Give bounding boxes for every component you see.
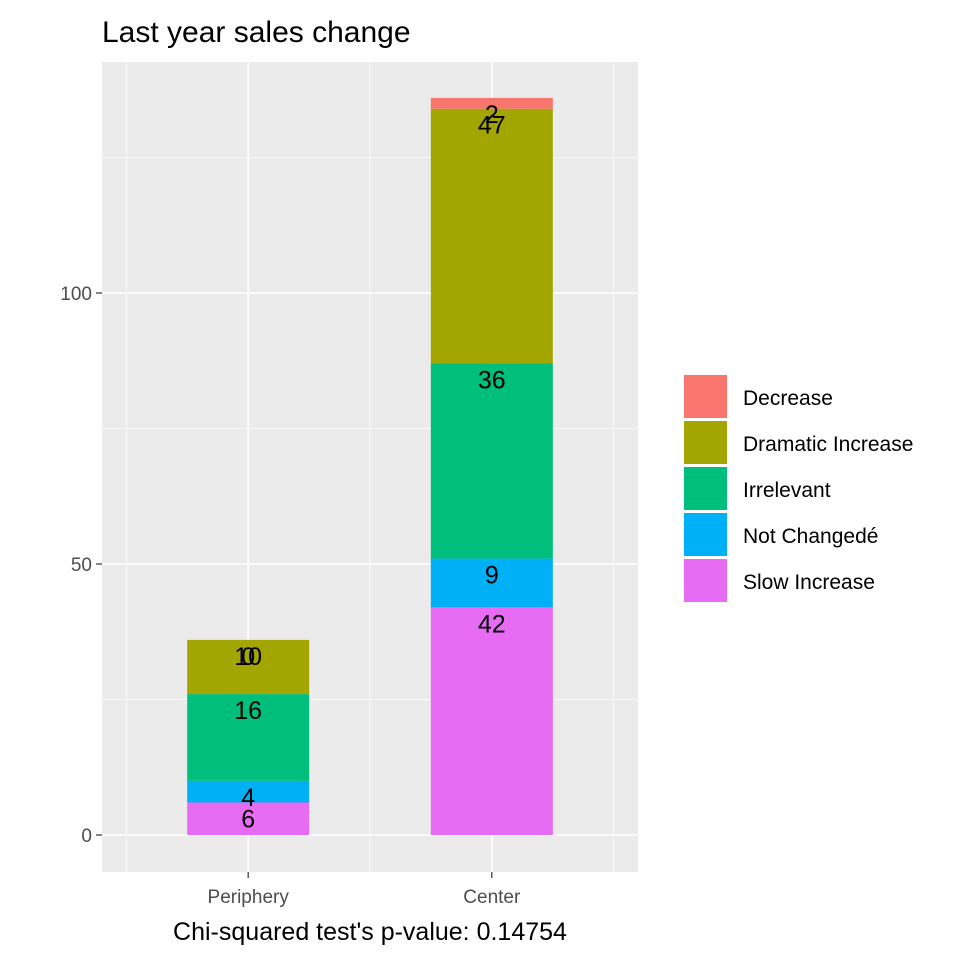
- legend-key: [684, 559, 727, 602]
- chart-title: Last year sales change: [102, 16, 411, 49]
- x-axis: Periphery Center: [208, 872, 521, 908]
- y-axis: 0 50 100: [60, 284, 102, 847]
- legend-label: Decrease: [743, 387, 833, 410]
- legend-label: Dramatic Increase: [743, 433, 913, 456]
- y-tick-label: 0: [81, 826, 92, 847]
- legend-label: Not Changedé: [743, 525, 878, 548]
- data-label: 9: [485, 562, 499, 590]
- x-tick-label: Periphery: [208, 887, 290, 908]
- data-label: 10: [234, 643, 262, 671]
- bar-segment: [187, 694, 310, 781]
- data-label: 6: [241, 805, 255, 833]
- x-axis-title: Chi-squared test's p-value: 0.14754: [173, 918, 567, 946]
- bar-segment: [187, 780, 310, 803]
- data-label: 42: [478, 610, 506, 638]
- data-label: 16: [234, 697, 262, 725]
- legend-key: [684, 421, 727, 464]
- data-label: 47: [478, 112, 506, 140]
- data-label: 4: [241, 784, 255, 812]
- legend-key: [684, 375, 727, 418]
- bar-segment: [430, 607, 553, 835]
- bar-segment: [187, 639, 310, 695]
- data-labels: 64 16 100 42 9 36 472: [234, 101, 505, 834]
- bar-segment: [430, 97, 553, 109]
- legend: Decrease Dramatic Increase Irrelevant Not C…: [684, 375, 913, 602]
- y-tick-label: 100: [60, 284, 92, 305]
- bar-segment: [430, 363, 553, 559]
- y-tick-label: 50: [71, 555, 92, 576]
- legend-key: [684, 513, 727, 556]
- legend-label: Irrelevant: [743, 479, 831, 502]
- bars: [187, 97, 553, 835]
- bar-segment: [430, 108, 553, 364]
- plot-panel: [102, 62, 638, 872]
- legend-key: [684, 467, 727, 510]
- bar-segment: [187, 802, 310, 835]
- data-label: 0: [241, 643, 255, 671]
- bar-segment: [430, 558, 553, 608]
- data-label: 36: [478, 366, 506, 394]
- x-tick-label: Center: [463, 887, 521, 908]
- legend-label: Slow Increase: [743, 571, 875, 594]
- data-label: 2: [485, 101, 499, 129]
